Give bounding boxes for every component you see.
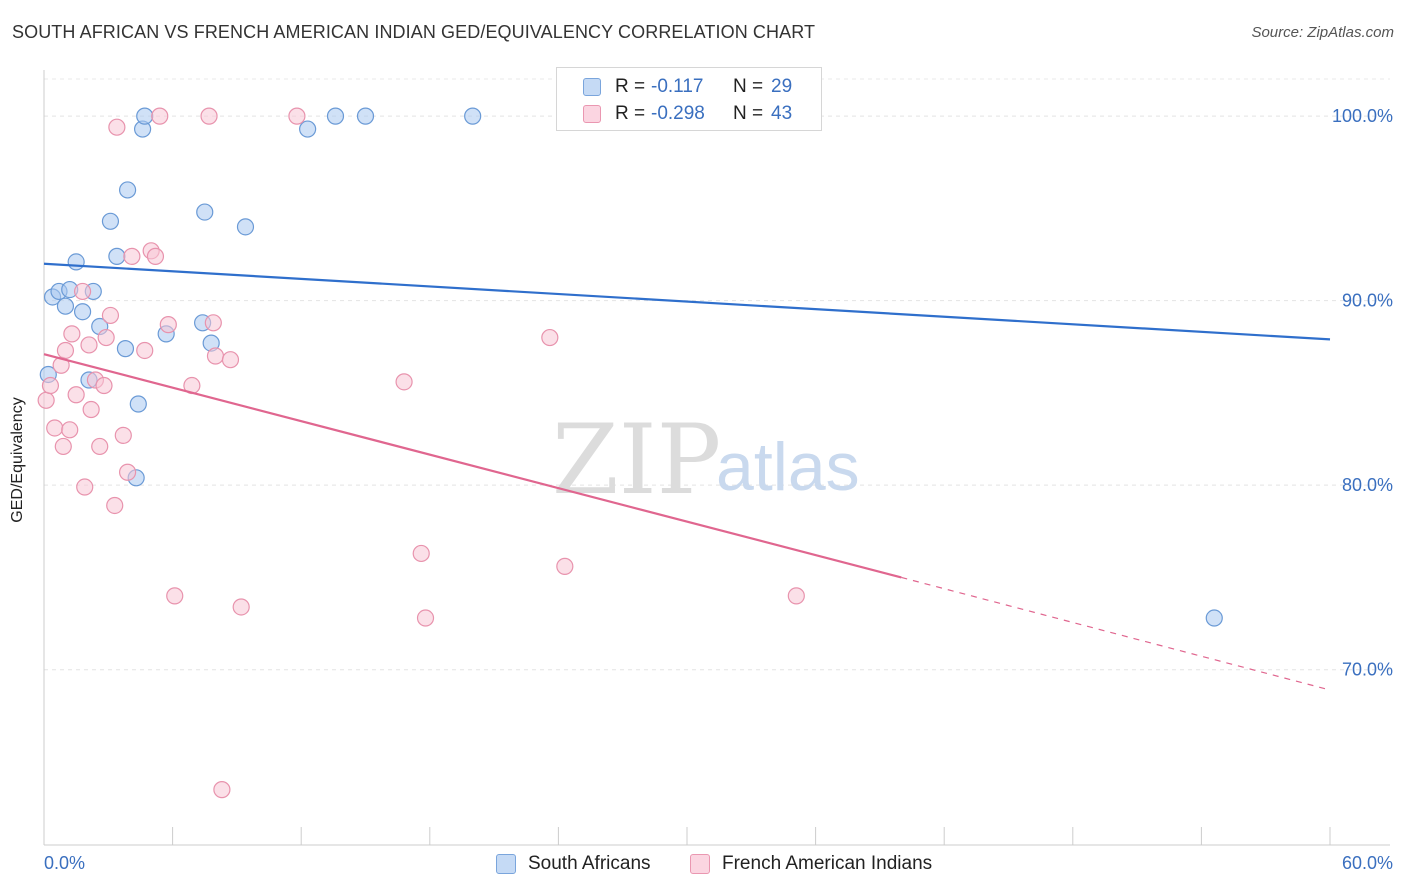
x-tick-label: 60.0% xyxy=(1342,853,1393,873)
data-point xyxy=(146,247,165,265)
trend-lines xyxy=(43,262,1331,691)
legend-r-value: -0.298 xyxy=(651,103,705,124)
correlation-legend: R = -0.117 N = 29 R = -0.298 N = 43 xyxy=(556,67,822,131)
data-point xyxy=(541,328,559,347)
legend-r-label: R = xyxy=(615,103,646,124)
legend-r-label: R = xyxy=(615,76,646,97)
data-point xyxy=(101,212,120,230)
watermark: ZIP atlas xyxy=(552,404,860,516)
data-point xyxy=(73,303,92,321)
data-point xyxy=(356,107,375,125)
data-point xyxy=(204,314,222,332)
y-tick-label: 80.0% xyxy=(1342,475,1393,495)
data-point xyxy=(97,328,115,347)
data-point xyxy=(166,587,184,605)
data-point xyxy=(108,247,126,265)
data-point xyxy=(116,340,135,358)
tick-labels: 70.0% 80.0% 90.0% 100.0% 0.0% 60.0% xyxy=(44,106,1393,873)
data-point xyxy=(1205,609,1223,627)
data-point xyxy=(123,247,141,265)
watermark-atlas: atlas xyxy=(716,429,860,505)
data-point xyxy=(221,351,240,369)
data-point xyxy=(787,587,805,605)
series-french-american-indians xyxy=(37,107,805,799)
data-point xyxy=(80,336,98,354)
data-point xyxy=(67,253,85,271)
series-legend-south-africans: South Africans xyxy=(496,851,651,877)
data-point xyxy=(236,218,255,236)
data-point xyxy=(299,120,317,138)
data-point xyxy=(73,282,92,301)
series-south-africans xyxy=(39,107,1223,627)
data-point xyxy=(114,426,132,444)
data-point xyxy=(118,463,137,481)
trend-line xyxy=(43,353,902,579)
data-point xyxy=(118,181,137,199)
data-point xyxy=(288,107,306,125)
data-point xyxy=(412,544,430,563)
data-point xyxy=(200,107,218,125)
data-point xyxy=(108,118,126,136)
data-point xyxy=(129,395,147,413)
data-point xyxy=(213,781,231,799)
trend-line xyxy=(43,262,1331,341)
y-axis-label: GED/Equivalency xyxy=(9,397,26,523)
grid-lines xyxy=(44,78,1390,671)
source-credit: Source: ZipAtlas.com xyxy=(1251,24,1394,41)
data-point xyxy=(54,437,72,456)
series-swatch-south-africans xyxy=(496,854,516,874)
data-point xyxy=(56,341,75,360)
data-point xyxy=(61,421,79,439)
legend-r-value: -0.117 xyxy=(651,76,704,97)
y-tick-label: 100.0% xyxy=(1332,106,1393,126)
legend-swatch-south-africans xyxy=(583,78,601,96)
data-point xyxy=(82,400,100,419)
data-point xyxy=(95,376,113,395)
data-point xyxy=(46,419,64,437)
legend-n-value: 29 xyxy=(771,76,793,97)
data-point xyxy=(91,437,109,456)
data-point xyxy=(326,107,345,125)
data-point xyxy=(416,609,435,627)
data-point xyxy=(76,478,94,496)
legend-n-label: N = xyxy=(733,76,764,97)
data-point xyxy=(395,373,413,391)
data-point xyxy=(136,341,154,360)
legend-swatch-french-american-indians xyxy=(583,105,601,123)
data-point xyxy=(196,203,214,221)
legend-n-label: N = xyxy=(733,103,764,124)
series-swatch-french-american-indians xyxy=(690,854,710,874)
data-point xyxy=(136,107,154,125)
watermark-zip: ZIP xyxy=(552,404,721,516)
data-point xyxy=(63,325,81,343)
y-tick-label: 70.0% xyxy=(1342,660,1393,680)
series-label-south-africans: South Africans xyxy=(528,853,651,874)
data-point xyxy=(556,557,574,575)
data-point xyxy=(206,347,225,365)
legend-row-south-africans: R = -0.117 N = 29 xyxy=(583,75,792,99)
data-point xyxy=(232,598,250,616)
data-point xyxy=(106,496,124,515)
data-point xyxy=(159,316,177,334)
chart-title: SOUTH AFRICAN VS FRENCH AMERICAN INDIAN … xyxy=(12,22,816,42)
axes xyxy=(43,70,1390,846)
x-tick-label: 0.0% xyxy=(44,853,85,873)
data-points xyxy=(37,107,1223,799)
data-point xyxy=(56,297,75,315)
series-label-french-american-indians: French American Indians xyxy=(722,853,933,874)
legend-n-value: 43 xyxy=(771,103,793,124)
data-point xyxy=(464,107,482,125)
series-legend-french-american-indians: French American Indians xyxy=(690,851,932,877)
data-point xyxy=(151,107,169,125)
y-tick-label: 90.0% xyxy=(1342,291,1393,311)
data-point xyxy=(37,391,55,409)
legend-row-french-american-indians: R = -0.298 N = 43 xyxy=(583,102,792,126)
data-point xyxy=(67,386,85,404)
data-point xyxy=(101,306,120,325)
data-point xyxy=(41,376,60,395)
trend-line-extension xyxy=(901,576,1331,691)
